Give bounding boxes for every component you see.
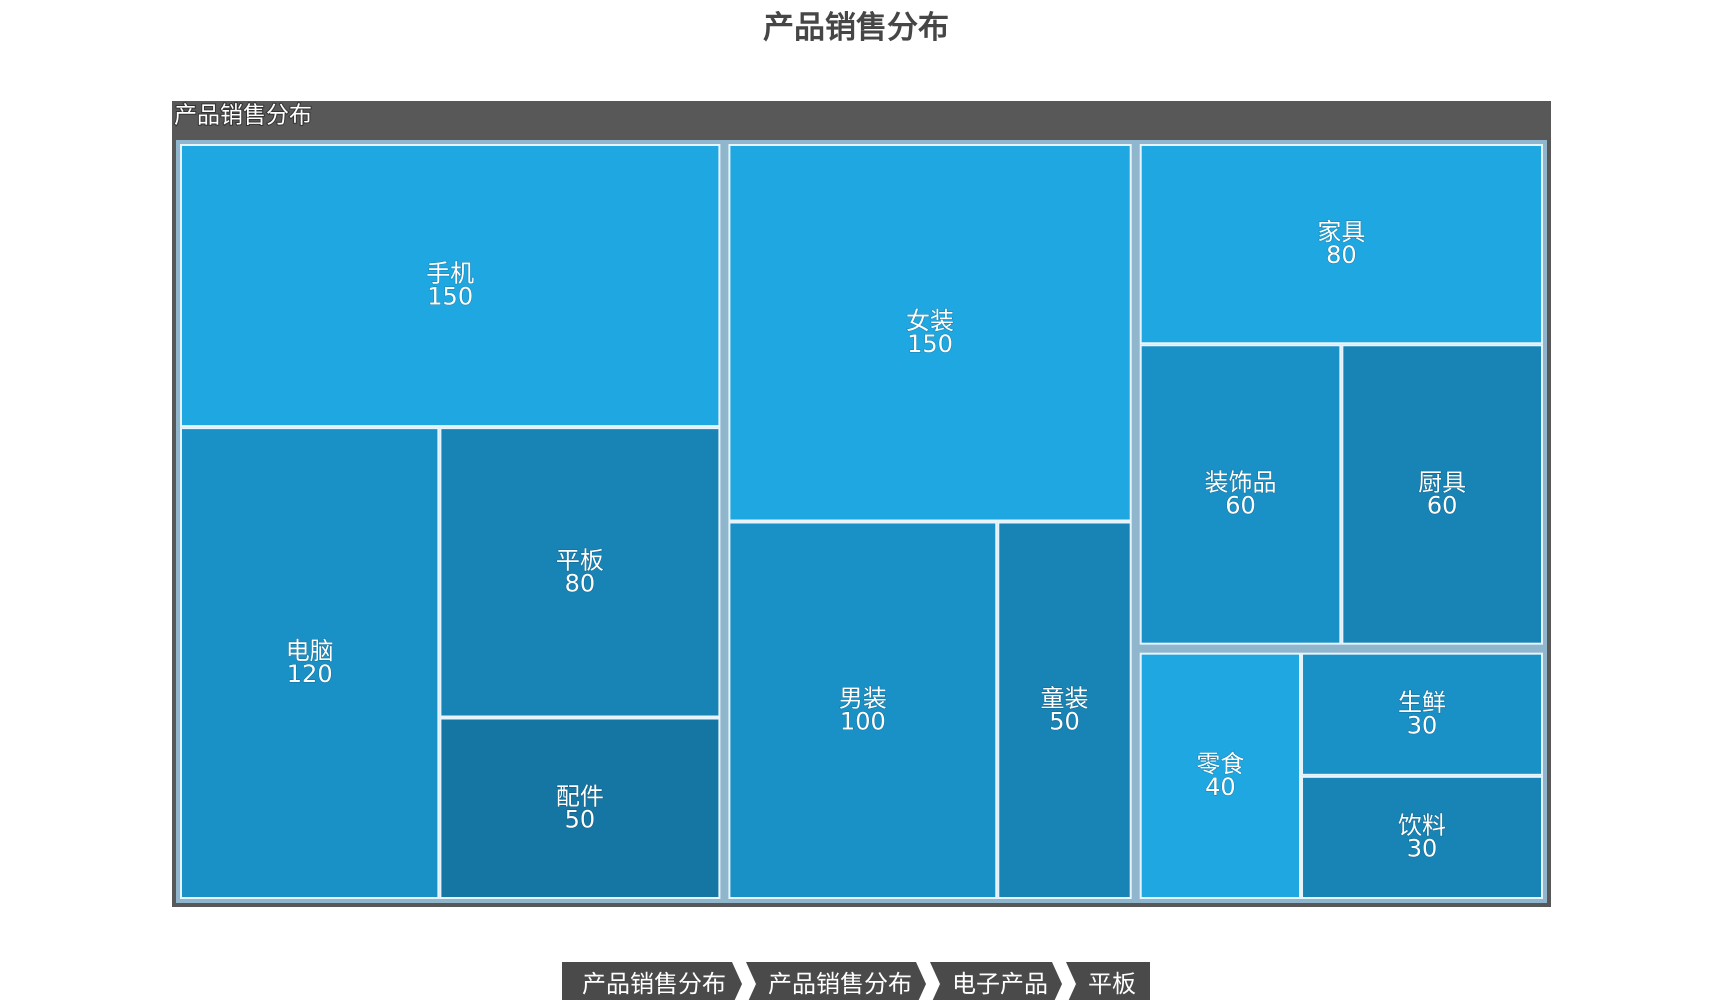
treemap-node-name: 女装: [906, 307, 954, 335]
chart-title: 产品销售分布: [763, 10, 949, 46]
treemap-tile[interactable]: [180, 144, 721, 428]
breadcrumb-label[interactable]: 产品销售分布: [582, 970, 726, 998]
treemap-tile[interactable]: [1341, 344, 1543, 645]
treemap-tile[interactable]: [728, 144, 1132, 522]
treemap-tile[interactable]: [1139, 344, 1342, 645]
treemap-node-value: 30: [1407, 711, 1438, 739]
breadcrumb-item[interactable]: [930, 962, 1062, 1000]
treemap-node-value: 50: [565, 805, 596, 833]
treemap-node-value: 80: [1326, 241, 1357, 269]
treemap-tile[interactable]: [1301, 652, 1544, 776]
treemap-node-name: 生鲜: [1398, 688, 1446, 716]
treemap-node-value: 80: [565, 569, 596, 597]
treemap-node-name: 电脑: [286, 637, 334, 665]
breadcrumb-item[interactable]: [562, 962, 742, 1000]
breadcrumb: 产品销售分布 产品销售分布 电子产品 平板: [562, 962, 1150, 1000]
treemap-node-name: 手机: [426, 260, 474, 288]
treemap-node-name: 饮料: [1398, 811, 1446, 839]
treemap-tile[interactable]: [1301, 775, 1544, 899]
breadcrumb-item[interactable]: [1066, 962, 1150, 1000]
treemap-node-value: 60: [1427, 491, 1458, 519]
breadcrumb-label[interactable]: 平板: [1088, 970, 1136, 998]
treemap-node-value: 150: [907, 330, 953, 358]
treemap-tiles: 手机150电脑120平板80配件50女装150男装100童装50家具80装饰品6…: [176, 140, 1547, 903]
treemap-node-name: 平板: [556, 546, 604, 574]
treemap-node-value: 50: [1049, 707, 1080, 735]
treemap-tile[interactable]: [180, 427, 440, 899]
breadcrumb-label[interactable]: 电子产品: [952, 970, 1048, 998]
treemap-tile[interactable]: [1139, 144, 1543, 345]
treemap-tile[interactable]: [728, 521, 998, 899]
breadcrumb-item[interactable]: [746, 962, 926, 1000]
treemap-node-value: 30: [1407, 834, 1438, 862]
treemap-node-name: 家具: [1317, 218, 1365, 246]
treemap-node-name: 配件: [556, 782, 604, 810]
treemap-node-value: 60: [1225, 491, 1256, 519]
breadcrumb-label[interactable]: 产品销售分布: [768, 970, 912, 998]
treemap-node-name: 童装: [1040, 684, 1088, 712]
treemap-tile[interactable]: [997, 521, 1132, 899]
treemap-node-name: 装饰品: [1205, 468, 1277, 496]
treemap-node-value: 40: [1205, 773, 1236, 801]
treemap-node-name: 厨具: [1418, 468, 1466, 496]
treemap-node-name: 零食: [1196, 750, 1244, 778]
treemap-node-value: 120: [287, 660, 333, 688]
treemap-node-value: 100: [840, 707, 886, 735]
treemap-node-name: 男装: [839, 684, 887, 712]
treemap-tile[interactable]: [439, 717, 721, 900]
treemap-tile[interactable]: [439, 427, 721, 718]
treemap-node-value: 150: [427, 283, 473, 311]
treemap-tile[interactable]: [1139, 652, 1302, 900]
treemap-root-label: 产品销售分布: [174, 103, 312, 129]
